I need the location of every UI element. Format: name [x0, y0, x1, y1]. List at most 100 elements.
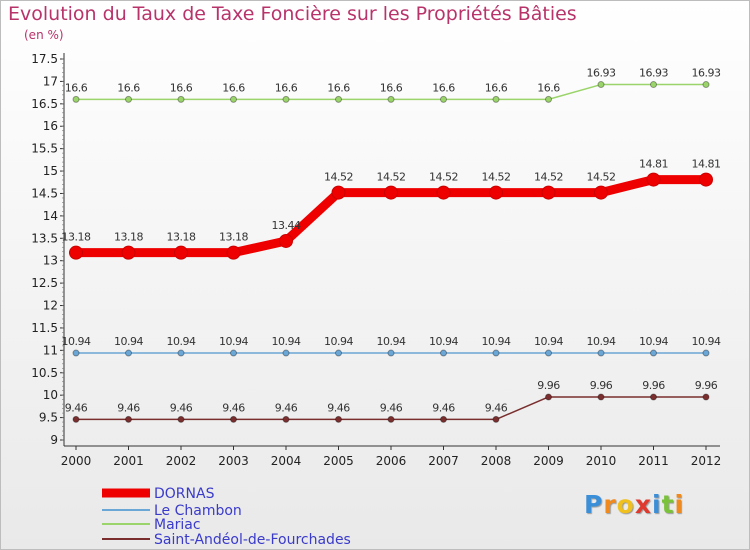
data-label: 10.94: [429, 335, 458, 348]
data-point: [230, 349, 237, 357]
data-point: [492, 415, 500, 423]
data-label: 10.94: [62, 335, 91, 348]
data-point: [72, 95, 80, 103]
data-label: 16.6: [485, 81, 508, 94]
y-tick-label: 13: [43, 254, 58, 268]
data-label: 9.96: [695, 379, 718, 392]
data-point: [545, 95, 552, 103]
data-point: [699, 172, 713, 187]
data-label: 16.6: [537, 81, 560, 94]
data-point: [125, 95, 132, 103]
data-point: [69, 245, 83, 260]
data-label: 9.96: [642, 379, 665, 392]
data-label: 9.96: [590, 379, 613, 392]
chart-title: Evolution du Taux de Taxe Foncière sur l…: [8, 3, 577, 25]
data-label: 9.46: [485, 401, 508, 414]
data-point: [492, 349, 500, 357]
data-label: 10.94: [167, 335, 196, 348]
data-point: [177, 415, 185, 423]
data-point: [440, 95, 447, 103]
logo-letter: i: [674, 490, 685, 519]
x-tick-label: 2004: [271, 454, 302, 468]
data-label: 16.93: [692, 67, 721, 80]
data-point: [440, 415, 447, 423]
data-label: 10.94: [377, 335, 406, 348]
data-point: [650, 349, 657, 357]
data-point: [545, 349, 552, 357]
data-label: 9.46: [222, 401, 245, 414]
data-label: 9.46: [432, 401, 455, 414]
x-tick-label: 2005: [323, 454, 354, 468]
y-tick-label: 16.5: [31, 97, 58, 111]
data-label: 14.52: [587, 171, 616, 184]
logo-letter: o: [616, 490, 635, 519]
data-label: 14.52: [377, 171, 406, 184]
data-point: [335, 95, 342, 103]
data-label: 16.6: [170, 81, 193, 94]
data-point: [541, 185, 556, 200]
y-tick-label: 10.5: [31, 366, 58, 380]
data-point: [650, 393, 657, 401]
y-tick-label: 14.5: [31, 186, 58, 200]
y-tick-label: 12: [43, 299, 58, 313]
data-point: [282, 95, 290, 103]
data-label: 9.46: [170, 401, 193, 414]
data-label: 14.52: [429, 171, 458, 184]
data-label: 10.94: [587, 335, 616, 348]
data-label: 9.46: [275, 401, 298, 414]
data-point: [436, 185, 451, 200]
y-axis-unit-label: (en %): [24, 28, 64, 42]
x-tick-label: 2007: [428, 454, 459, 468]
y-tick-label: 10: [43, 388, 58, 402]
y-tick-label: 16: [43, 119, 58, 133]
data-point: [597, 393, 605, 401]
data-label: 14.81: [639, 158, 668, 171]
data-point: [650, 81, 657, 89]
data-point: [335, 415, 342, 423]
data-label: 16.6: [380, 81, 403, 94]
y-tick-label: 12.5: [31, 276, 58, 290]
data-point: [702, 349, 710, 357]
data-point: [597, 349, 605, 357]
y-tick-label: 9.5: [39, 411, 58, 425]
legend-entry: Le Chambon: [154, 503, 242, 519]
data-point: [702, 81, 710, 89]
x-tick-label: 2009: [533, 454, 564, 468]
data-label: 13.44: [272, 219, 301, 232]
data-point: [177, 95, 185, 103]
data-point: [545, 393, 552, 401]
data-point: [282, 415, 290, 423]
data-point: [489, 185, 503, 200]
legend-entry: Saint-Andéol-de-Fourchades: [154, 532, 351, 548]
x-tick-label: 2008: [481, 454, 512, 468]
data-label: 10.94: [272, 335, 301, 348]
logo-letter: i: [652, 490, 662, 519]
y-tick-label: 17: [43, 74, 58, 88]
y-tick-label: 13.5: [31, 231, 58, 245]
data-point: [597, 81, 605, 89]
data-point: [282, 349, 290, 357]
x-tick-label: 2003: [218, 454, 249, 468]
data-label: 13.18: [219, 231, 248, 244]
data-point: [331, 185, 346, 200]
x-tick-label: 2000: [61, 454, 92, 468]
data-point: [384, 185, 398, 200]
logo-letter: r: [603, 490, 617, 519]
data-point: [177, 349, 185, 357]
data-point: [335, 349, 342, 357]
data-label: 16.6: [117, 81, 140, 94]
data-point: [387, 95, 395, 103]
data-point: [174, 245, 188, 260]
data-label: 13.18: [114, 231, 143, 244]
y-tick-label: 17.5: [31, 52, 58, 66]
data-label: 16.93: [587, 67, 616, 80]
data-label: 13.18: [167, 231, 196, 244]
data-point: [125, 349, 132, 357]
data-label: 16.6: [65, 81, 88, 94]
data-point: [440, 349, 447, 357]
data-label: 16.6: [432, 81, 455, 94]
data-point: [226, 245, 241, 260]
y-tick-label: 11.5: [31, 321, 58, 335]
data-point: [230, 415, 237, 423]
y-tick-label: 11: [43, 343, 58, 357]
